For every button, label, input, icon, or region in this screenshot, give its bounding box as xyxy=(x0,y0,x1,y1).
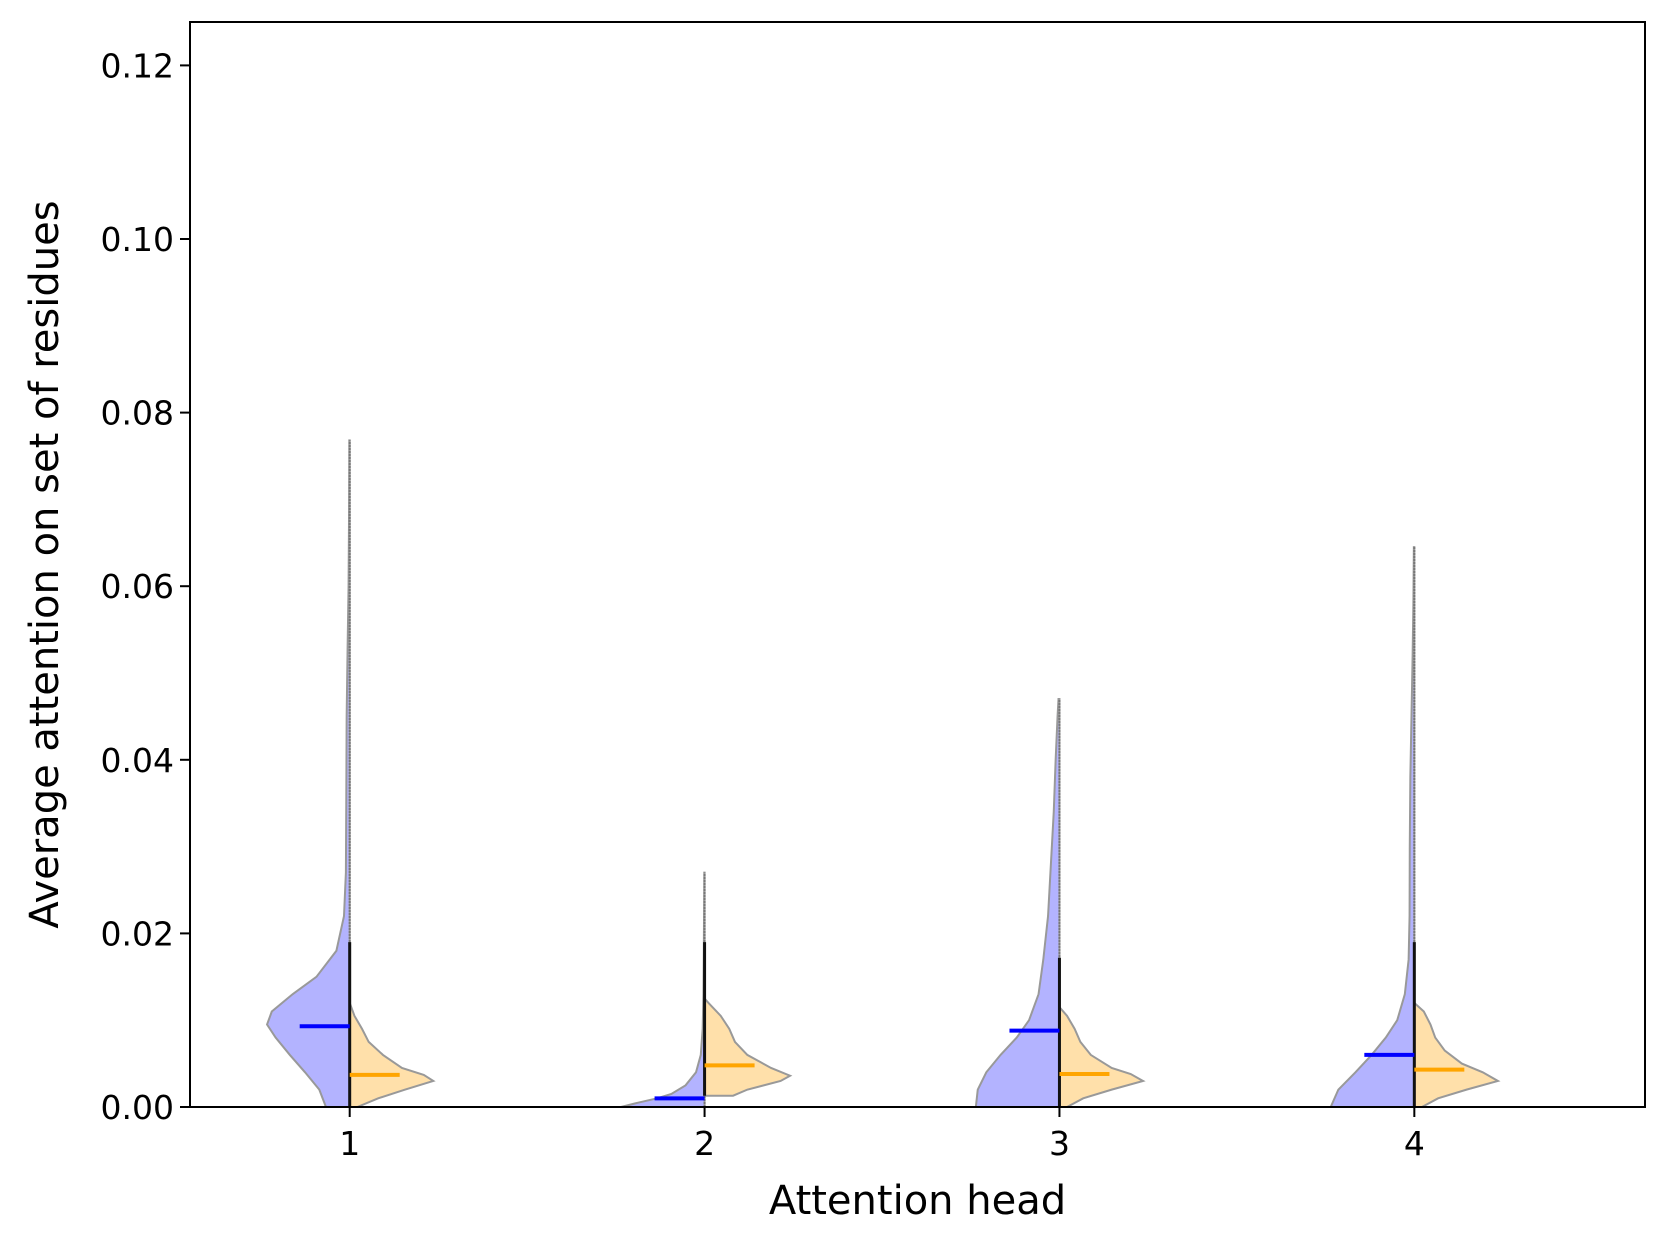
violin-right-half xyxy=(1058,1004,1146,1108)
y-tick-label: 0.04 xyxy=(101,741,174,780)
violin-left-half xyxy=(620,871,706,1108)
x-axis-label: Attention head xyxy=(769,1178,1066,1224)
y-tick-label: 0.06 xyxy=(101,567,174,606)
violin-3 xyxy=(974,698,1146,1108)
violin-right-half xyxy=(348,1002,436,1108)
y-tick-label: 0.10 xyxy=(101,220,174,259)
plot-frame xyxy=(189,21,1646,1108)
violin-4 xyxy=(1329,546,1501,1108)
x-tick-label: 1 xyxy=(339,1124,360,1163)
violin-left-half xyxy=(1329,546,1416,1108)
y-tick-label: 0.02 xyxy=(101,914,174,953)
ticks-layer: 0.00 0.02 0.04 0.06 0.08 0.10 0.12 1 2 3 4 xyxy=(101,46,1425,1163)
violin-right-half xyxy=(703,995,793,1097)
violin-left-half xyxy=(265,439,351,1108)
violin-right-half xyxy=(1413,1000,1501,1108)
y-tick-label: 0.08 xyxy=(101,394,174,433)
x-tick-label: 4 xyxy=(1404,1124,1425,1163)
y-tick-label: 0.12 xyxy=(101,46,174,85)
violin-2 xyxy=(620,871,793,1108)
violin-left-half xyxy=(974,698,1061,1108)
x-tick-label: 2 xyxy=(694,1124,715,1163)
violin-1 xyxy=(265,439,436,1108)
x-tick-label: 3 xyxy=(1049,1124,1070,1163)
violins-layer xyxy=(265,439,1501,1108)
y-tick-label: 0.00 xyxy=(101,1088,174,1127)
y-axis-label: Average attention on set of residues xyxy=(22,200,68,928)
